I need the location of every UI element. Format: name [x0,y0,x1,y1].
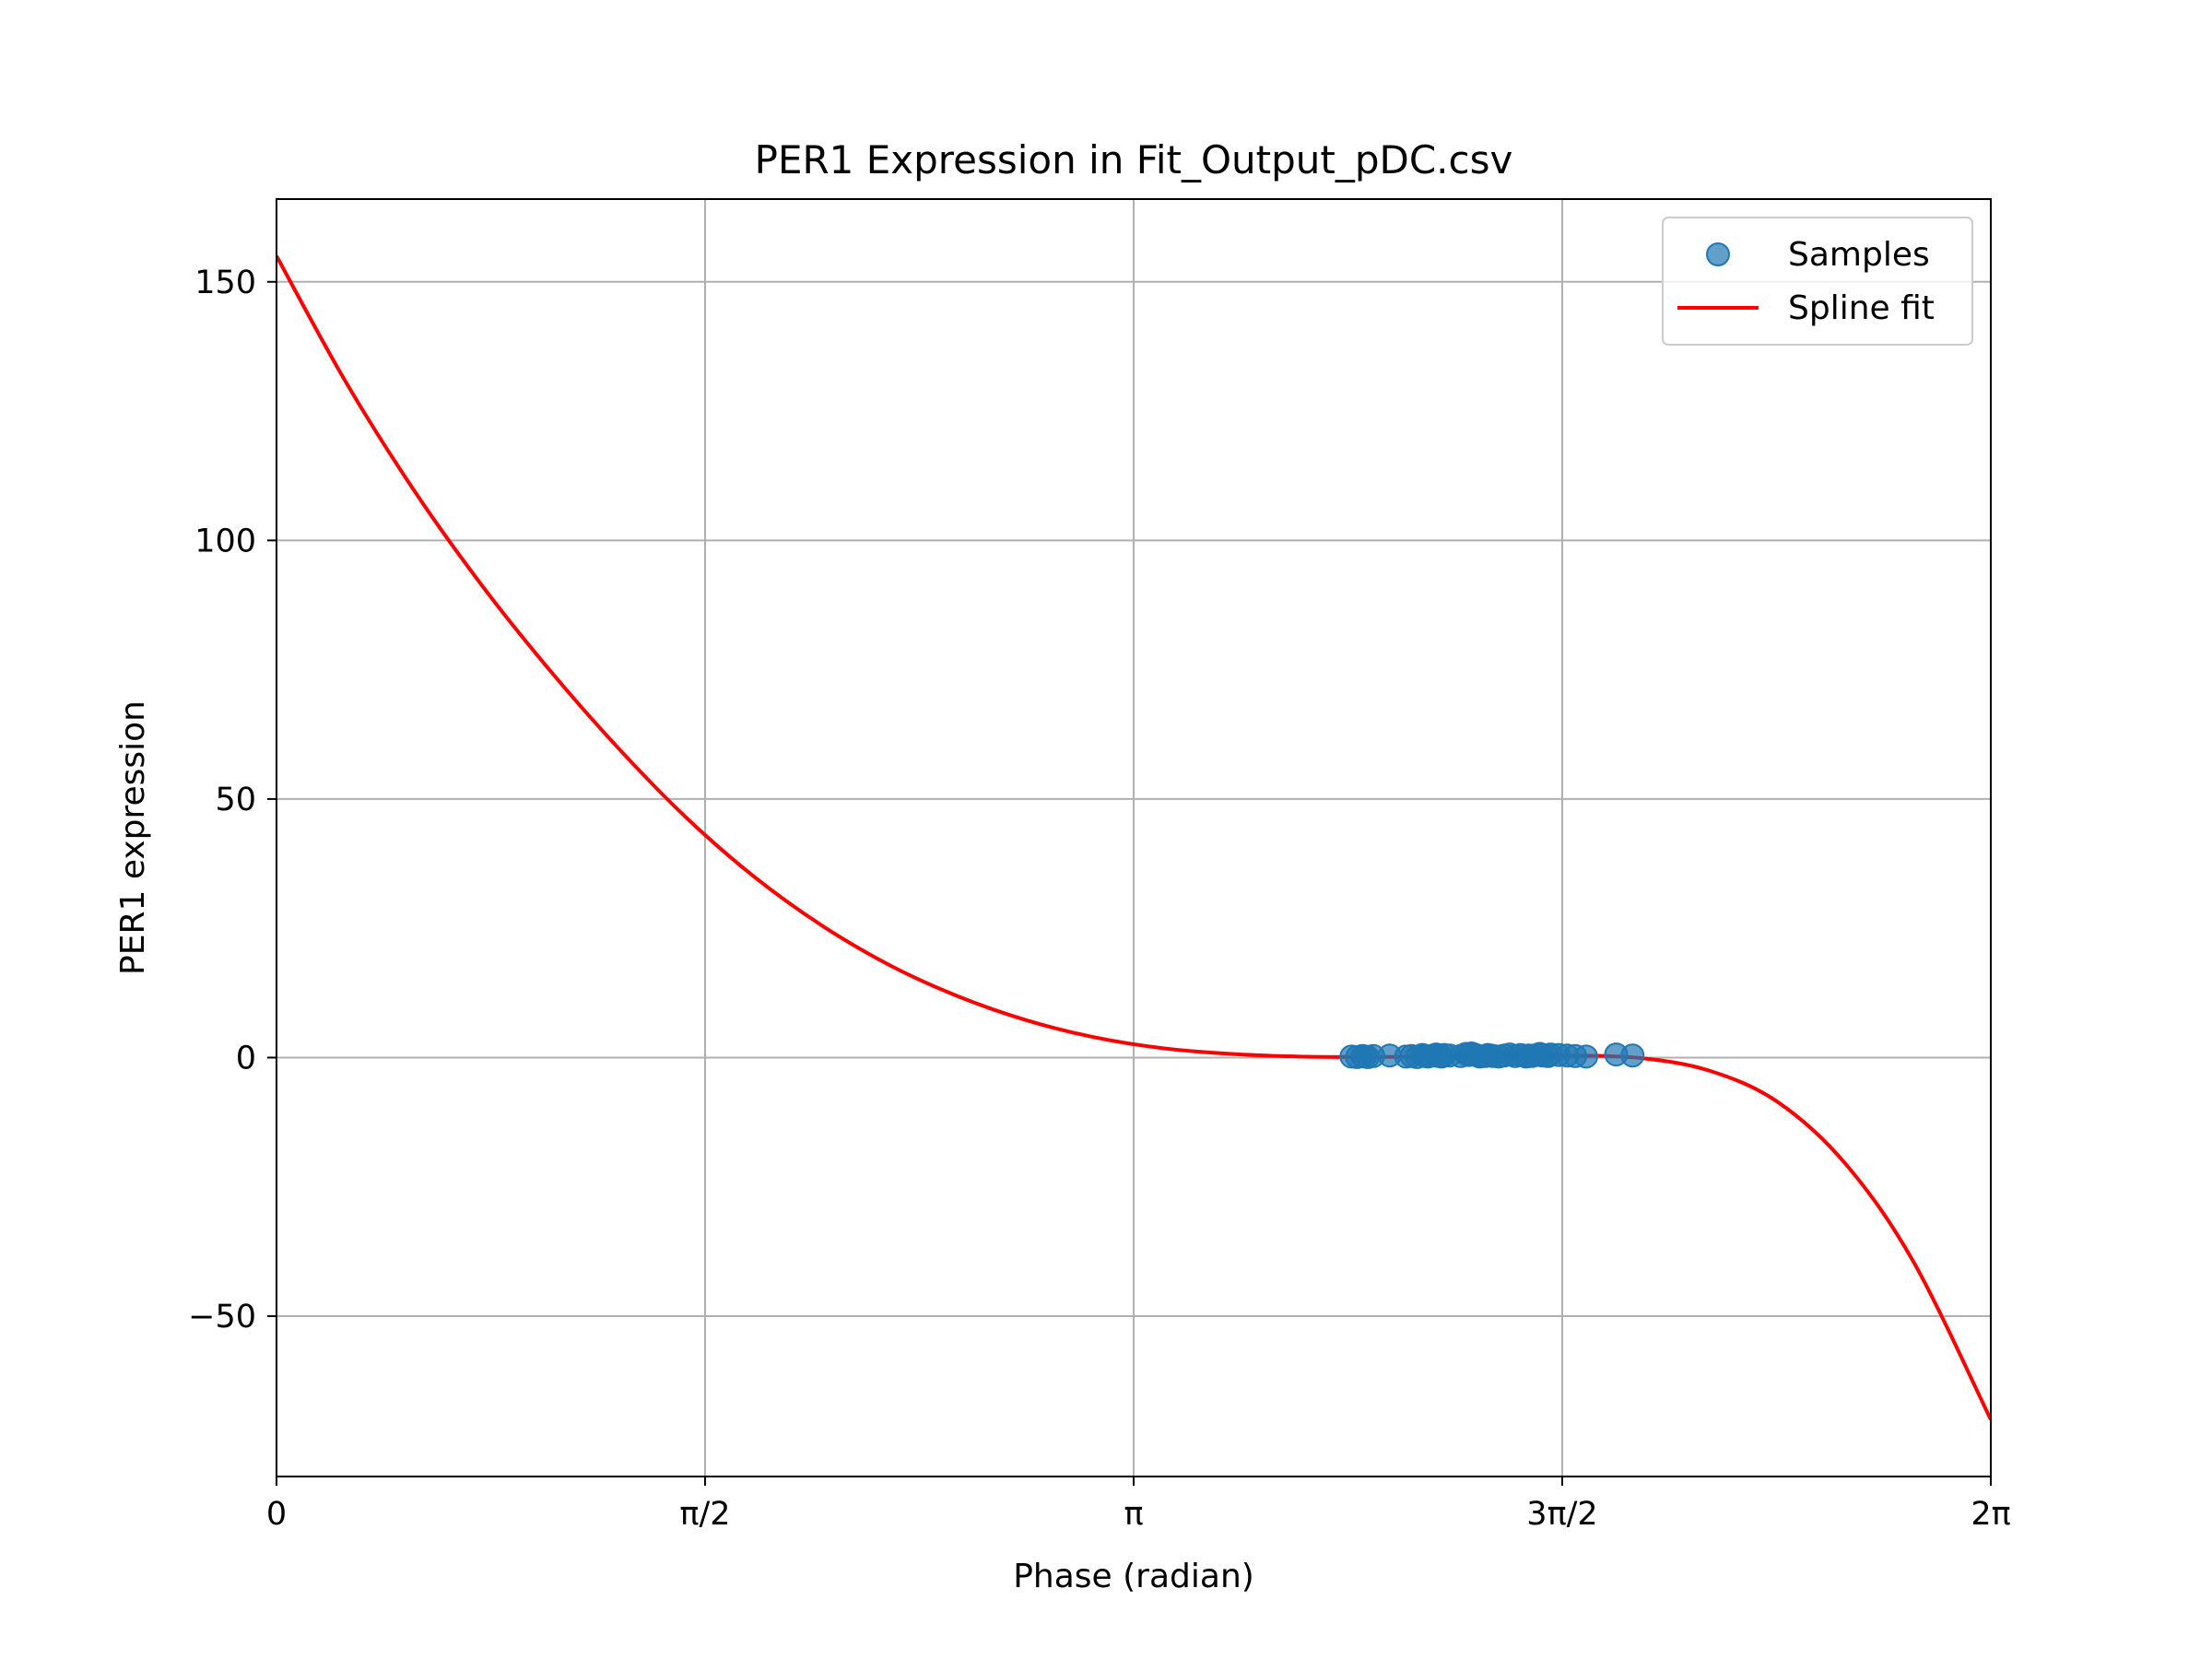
legend-marker-samples [1706,242,1730,266]
legend: Samples Spline fit [1662,217,1973,346]
x-tick-label: 0 [266,1496,287,1533]
y-tick-label: 0 [236,1040,256,1077]
y-axis-label: PER1 expression [114,700,152,975]
chart-title: PER1 Expression in Fit_Output_pDC.csv [755,137,1513,182]
y-tick-label: 100 [194,523,256,559]
x-axis-label: Phase (radian) [1013,1558,1254,1595]
x-tick-label: 3π/2 [1526,1496,1597,1533]
spline-fit-line [276,254,1991,1421]
y-tick-label: 150 [194,265,256,301]
y-axis: 150 100 50 0 −50 [188,265,276,1335]
legend-label-spline-fit: Spline fit [1788,289,1935,327]
series-layer [276,254,1991,1421]
legend-label-samples: Samples [1788,236,1930,274]
x-tick-label: π [1124,1496,1143,1533]
x-axis: 0 π/2 π 3π/2 2π [266,1477,2011,1533]
x-tick-label: π/2 [679,1496,730,1533]
x-tick-label: 2π [1971,1496,2010,1533]
sample-point [1573,1044,1598,1069]
y-tick-label: 50 [215,782,256,818]
y-tick-label: −50 [188,1299,256,1335]
sample-point [1620,1043,1645,1068]
legend-box [1662,217,1973,346]
